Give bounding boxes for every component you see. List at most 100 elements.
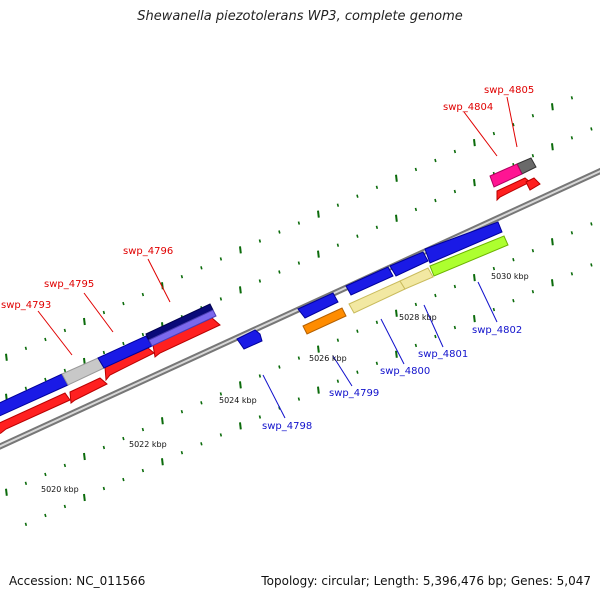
gene-forward-swp-4805[interactable] xyxy=(525,177,541,191)
tick-mark xyxy=(24,481,28,486)
tick-mark xyxy=(336,338,340,342)
tick-mark xyxy=(239,286,242,294)
tick-mark xyxy=(317,345,320,353)
gene-reverse-swp-4800[interactable] xyxy=(345,266,394,296)
tick-mark xyxy=(297,221,301,225)
tick-mark xyxy=(278,230,281,234)
tick-mark xyxy=(551,279,554,287)
tick-mark xyxy=(219,297,223,301)
gene-label[interactable]: swp_4799 xyxy=(329,388,379,399)
tick-mark xyxy=(336,243,340,247)
gene-swp-4796-light[interactable] xyxy=(148,309,217,347)
tick-mark xyxy=(375,225,379,230)
tick-mark xyxy=(473,273,476,282)
tick-mark xyxy=(434,293,437,298)
gene-swp-4804-pink[interactable] xyxy=(489,163,523,188)
gene-reverse-swp-4802[interactable] xyxy=(424,221,503,264)
gene-label[interactable]: swp_4795 xyxy=(44,279,94,290)
tick-mark xyxy=(102,445,106,450)
gene-label[interactable]: swp_4804 xyxy=(443,102,493,113)
tick-mark xyxy=(297,261,301,265)
tick-mark xyxy=(414,302,418,307)
gene-label[interactable]: swp_4796 xyxy=(123,246,173,257)
tick-mark xyxy=(473,138,476,147)
tick-mark xyxy=(63,328,67,333)
tick-mark xyxy=(141,292,145,297)
tick-mark xyxy=(278,365,281,369)
tick-mark xyxy=(531,153,535,158)
gene-reverse-swp-4801-yellow[interactable] xyxy=(399,267,434,290)
tick-mark xyxy=(551,238,554,246)
tick-mark xyxy=(395,214,398,222)
tick-mark xyxy=(395,309,398,317)
kbp-label: 5022 kbp xyxy=(129,440,167,449)
tick-mark xyxy=(258,279,262,283)
tick-mark xyxy=(63,368,67,373)
forward-labels: swp_4793 swp_4795 swp_4796 swp_4804 swp_… xyxy=(1,85,534,311)
gene-reverse-swp-4802-green[interactable] xyxy=(429,235,509,277)
tick-mark xyxy=(395,350,398,358)
gene-reverse-swp-4799-orange[interactable] xyxy=(302,307,347,335)
tick-mark xyxy=(24,346,28,351)
kbp-label: 5024 kbp xyxy=(219,396,257,405)
gene-reverse-swp-4799[interactable] xyxy=(297,292,339,319)
tick-mark xyxy=(531,113,535,118)
tick-mark xyxy=(375,320,379,325)
tick-mark xyxy=(278,270,281,274)
gene-label[interactable]: swp_4805 xyxy=(484,85,534,96)
gene-label[interactable]: swp_4798 xyxy=(262,421,312,432)
gene-label[interactable]: swp_4800 xyxy=(380,366,430,377)
gene-reverse-swp-4798[interactable] xyxy=(236,329,263,350)
tick-mark xyxy=(141,332,145,337)
tick-mark xyxy=(122,477,125,482)
tick-mark xyxy=(473,178,476,187)
gene-label[interactable]: swp_4801 xyxy=(418,349,468,360)
gene-forward[interactable] xyxy=(69,377,108,404)
reverse-labels: swp_4798 swp_4799 swp_4800 swp_4801 swp_… xyxy=(262,325,522,432)
tick-mark xyxy=(83,452,86,461)
tick-mark xyxy=(200,401,203,405)
tick-mark xyxy=(434,158,437,163)
gene-label[interactable]: swp_4802 xyxy=(472,325,522,336)
tick-mark xyxy=(122,341,125,346)
tick-mark xyxy=(161,417,164,425)
tick-mark xyxy=(219,392,223,396)
tick-mark xyxy=(317,250,320,258)
tick-mark xyxy=(24,522,28,527)
tick-mark xyxy=(336,379,340,383)
tick-mark xyxy=(24,386,28,391)
gene-forward[interactable] xyxy=(0,392,71,436)
tick-mark xyxy=(317,210,320,218)
tick-mark xyxy=(219,257,223,261)
tick-mark xyxy=(531,289,535,294)
tick-mark xyxy=(44,377,47,382)
tick-mark xyxy=(375,361,379,366)
gene-reverse-swp-4801[interactable] xyxy=(389,251,429,277)
tick-mark xyxy=(63,463,67,468)
tick-mark xyxy=(44,337,47,342)
tick-mark xyxy=(102,486,106,491)
tick-mark xyxy=(63,504,67,509)
gene-label[interactable]: swp_4793 xyxy=(1,300,51,311)
tick-mark xyxy=(297,397,301,401)
tick-mark xyxy=(180,274,184,279)
kbp-label: 5028 kbp xyxy=(399,313,437,322)
forward-genes xyxy=(0,177,541,436)
tick-mark xyxy=(297,356,301,360)
genome-backbone xyxy=(0,167,600,450)
tick-mark xyxy=(161,458,164,466)
tick-mark xyxy=(356,234,359,238)
genome-summary-text: Topology: circular; Length: 5,396,476 bp… xyxy=(261,574,591,588)
tick-mark xyxy=(512,122,515,127)
tick-marks xyxy=(5,96,593,527)
tick-mark xyxy=(200,266,203,270)
callout-lines xyxy=(37,96,518,419)
tick-mark xyxy=(239,422,242,430)
tick-mark xyxy=(336,203,340,207)
gene-forward-swp-4804[interactable] xyxy=(496,177,531,202)
tick-mark xyxy=(83,493,86,502)
forward-upper-track xyxy=(0,157,537,417)
tick-mark xyxy=(44,472,47,477)
kbp-label: 5020 kbp xyxy=(41,485,79,494)
